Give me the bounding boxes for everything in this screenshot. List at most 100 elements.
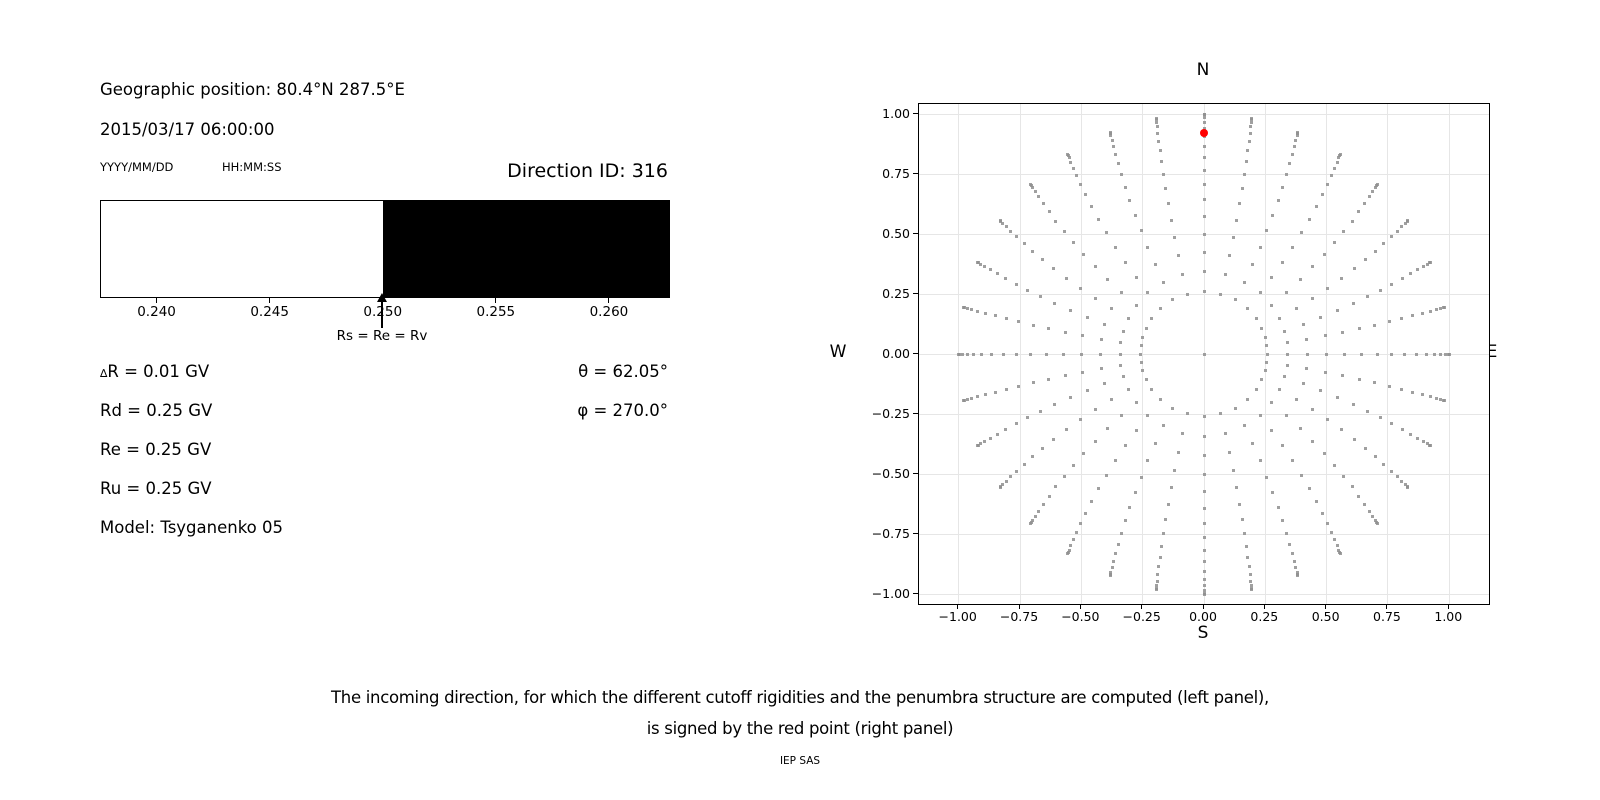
direction-dot — [1071, 166, 1075, 170]
direction-dot — [1260, 326, 1264, 330]
direction-dot — [1082, 452, 1086, 456]
direction-dot — [1157, 139, 1161, 143]
direction-dot — [1079, 183, 1083, 187]
direction-dot — [1160, 544, 1164, 548]
direction-dot — [1223, 273, 1227, 277]
direction-dot — [1320, 511, 1324, 515]
direction-dot — [1271, 491, 1275, 495]
direction-dot — [971, 352, 975, 356]
direction-dot — [1326, 286, 1330, 290]
direction-dot — [1026, 288, 1030, 292]
direction-dot — [1373, 323, 1377, 327]
direction-dot — [1351, 302, 1355, 306]
direction-dot — [1338, 152, 1342, 156]
direction-dot — [1400, 387, 1404, 391]
direction-dot — [1004, 225, 1008, 229]
direction-dot — [1248, 573, 1252, 577]
arrow-up-icon — [377, 293, 387, 302]
direction-dot — [1251, 442, 1255, 446]
direction-dot — [1066, 152, 1070, 156]
direction-dot — [988, 268, 992, 272]
direction-dot — [1017, 384, 1021, 388]
direction-dot — [1169, 486, 1173, 490]
direction-dot — [1202, 414, 1206, 418]
direction-dot — [1090, 499, 1094, 503]
direction-dot — [1155, 125, 1159, 129]
direction-dot — [1265, 352, 1269, 356]
x-tick-mark — [1263, 604, 1265, 609]
direction-dot — [1227, 254, 1231, 258]
direction-dot — [1106, 278, 1110, 282]
direction-dot — [1169, 218, 1173, 222]
direction-dot — [1411, 390, 1415, 394]
direction-dot — [1245, 307, 1249, 311]
x-tick-mark — [957, 604, 959, 609]
compass-west-label: W — [829, 342, 847, 362]
direction-dot — [1154, 117, 1158, 121]
direction-dot — [1071, 463, 1075, 467]
arrow-shaft — [381, 301, 383, 328]
direction-dot — [1041, 258, 1045, 262]
direction-dot — [1039, 295, 1043, 299]
direction-dot — [1246, 555, 1250, 559]
direction-dot — [1443, 305, 1447, 309]
direction-dot — [1400, 427, 1404, 431]
direction-dot — [1081, 370, 1085, 374]
direction-dot — [1258, 459, 1262, 463]
direction-dot — [1420, 311, 1424, 315]
direction-dot — [1295, 134, 1299, 138]
direction-dot — [1046, 377, 1050, 381]
direction-dot — [961, 305, 965, 309]
direction-dot — [1044, 352, 1048, 356]
direction-dot — [1363, 502, 1367, 506]
direction-dot — [1233, 298, 1237, 302]
direction-dot — [1325, 183, 1329, 187]
direction-dot — [1146, 245, 1150, 249]
direction-dot — [1301, 322, 1305, 326]
time-format-label: HH:MM:SS — [222, 160, 282, 174]
direction-dot — [1285, 341, 1289, 345]
direction-dot — [979, 442, 983, 446]
x-tick-label: 0.00 — [1189, 609, 1217, 624]
direction-dot — [1265, 344, 1269, 348]
direction-dot — [1382, 462, 1386, 466]
direction-dot — [1134, 275, 1138, 279]
direction-dot — [960, 352, 964, 356]
direction-dot — [1116, 542, 1120, 546]
direction-dot — [1079, 521, 1083, 525]
direction-dot — [1078, 418, 1082, 422]
direction-dot — [1063, 374, 1067, 378]
direction-dot — [1322, 252, 1326, 256]
direction-dot — [1108, 574, 1112, 578]
direction-dot — [1424, 352, 1428, 356]
direction-dot — [1139, 360, 1143, 364]
direction-dot — [1031, 185, 1035, 189]
direction-dot — [1202, 155, 1206, 159]
direction-dot — [1185, 412, 1189, 416]
direction-dot — [1409, 432, 1413, 436]
direction-dot — [1202, 560, 1206, 564]
direction-dot — [1363, 446, 1367, 450]
direction-dot — [1333, 166, 1337, 170]
direction-dot — [1082, 252, 1086, 256]
direction-dot — [1295, 397, 1299, 401]
gridline — [919, 293, 1489, 295]
direction-dot — [1343, 352, 1347, 356]
direction-dot — [1296, 130, 1300, 134]
direction-dot — [1075, 530, 1079, 534]
direction-dot — [1357, 210, 1361, 214]
direction-dot — [1202, 144, 1206, 148]
direction-dot — [1351, 402, 1355, 406]
direction-dot — [1373, 519, 1377, 523]
direction-dot — [1290, 152, 1294, 156]
direction-dot — [1078, 286, 1082, 290]
direction-dot — [1164, 186, 1168, 190]
compass-south-label: S — [1197, 623, 1209, 643]
caption-line-1: The incoming direction, for which the di… — [331, 688, 1269, 707]
direction-dot — [1367, 509, 1371, 513]
direction-dot — [1365, 409, 1369, 413]
direction-dot — [1158, 555, 1162, 559]
direction-dot — [1263, 369, 1267, 373]
x-tick-label: 0.25 — [1250, 609, 1279, 624]
direction-dot — [1202, 578, 1206, 582]
